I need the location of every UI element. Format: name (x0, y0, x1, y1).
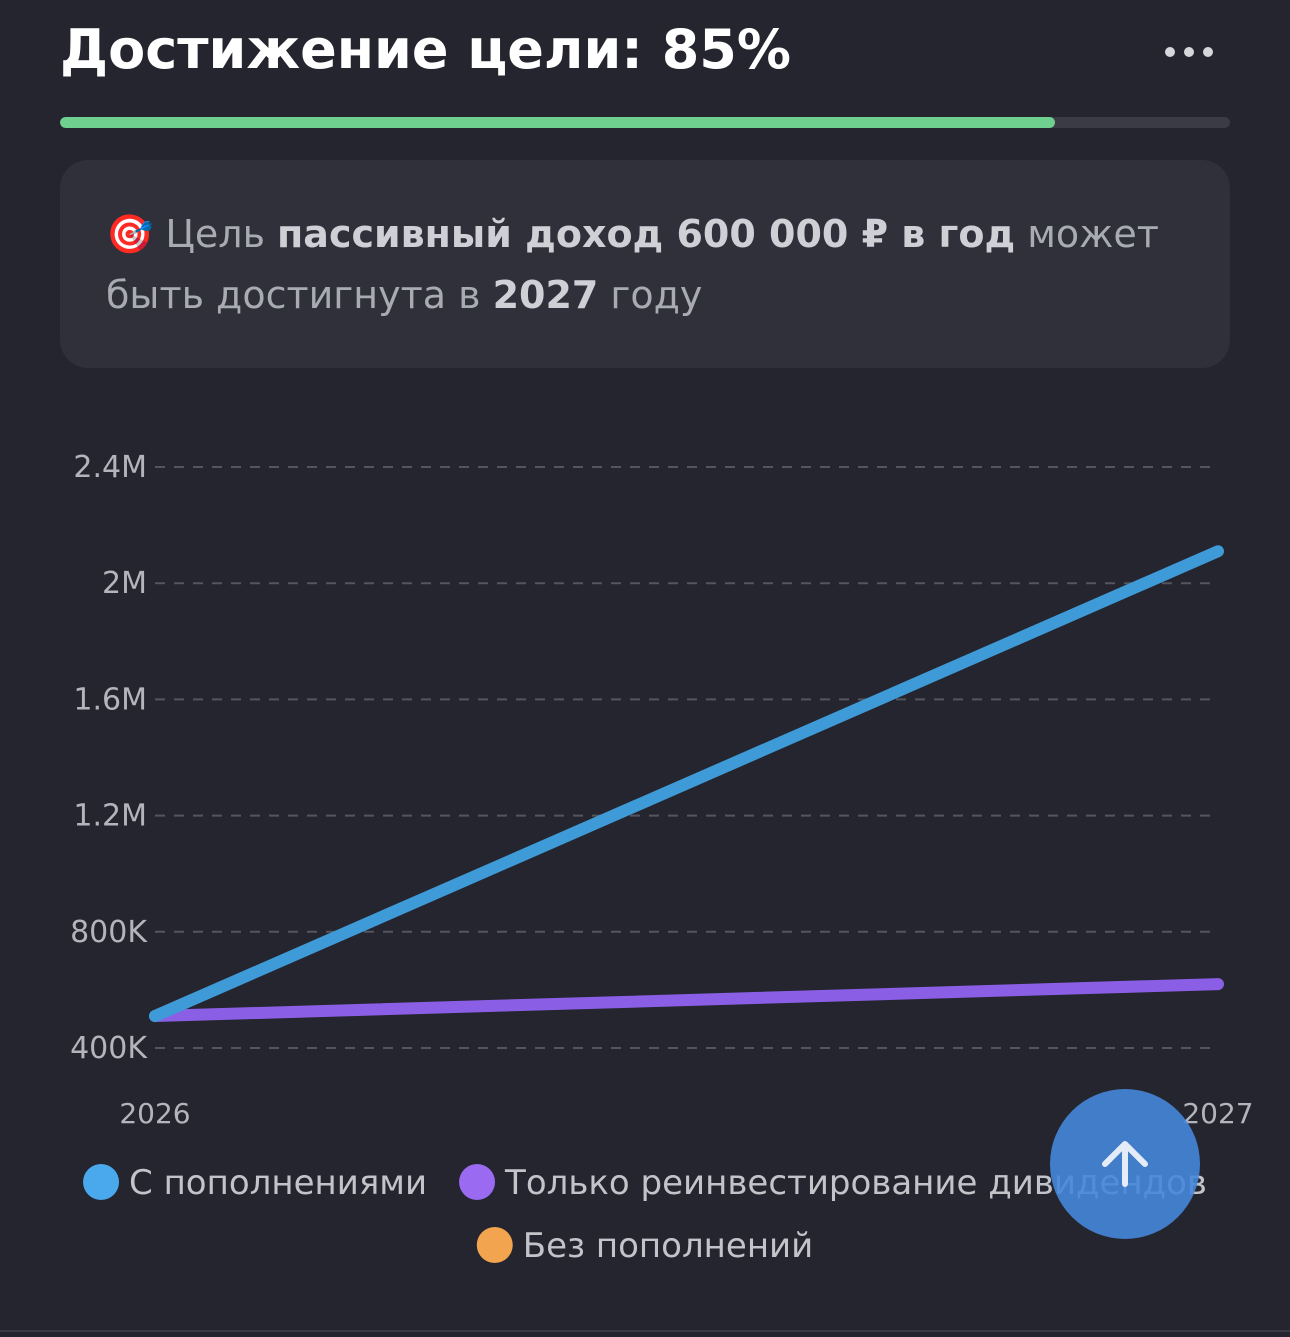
y-tick-label: 2.4M (73, 450, 147, 485)
info-text: 🎯 Цель пассивный доход 600 000 ₽ в год м… (106, 204, 1186, 326)
more-menu[interactable] (1165, 38, 1225, 66)
y-tick-label: 2M (102, 566, 147, 601)
y-tick-label: 1.2M (73, 799, 147, 834)
legend-label: С пополнениями (129, 1163, 427, 1203)
y-tick-label: 400K (70, 1031, 148, 1066)
info-card (60, 160, 1230, 368)
x-tick-label: 2027 (1182, 1097, 1253, 1130)
scroll-top-button[interactable] (1050, 1089, 1200, 1239)
arrow-icon (1102, 1141, 1148, 1187)
legend-item: Без пополнений (476, 1226, 814, 1266)
progress-track (60, 117, 1230, 128)
legend-item: С пополнениями (83, 1163, 427, 1203)
info-part: 2027 (492, 273, 599, 317)
legend-label: Без пополнений (523, 1226, 814, 1266)
y-tick-label: 800K (70, 915, 148, 950)
info-part: может быть достигнута в (106, 212, 1159, 317)
info-part: пассивный доход 600 000 ₽ в год (277, 212, 1016, 256)
legend-swatch (476, 1227, 513, 1263)
legend-swatch (83, 1164, 120, 1200)
divider (0, 1330, 1290, 1332)
series-line (149, 545, 1224, 1023)
series-line (149, 978, 1224, 1023)
x-tick-label: 2026 (119, 1097, 190, 1130)
goal-title: Достижение цели: 85% (60, 18, 791, 81)
legend-swatch (459, 1164, 496, 1200)
y-tick-label: 1.6M (73, 682, 147, 717)
info-part: году (598, 273, 703, 317)
progress-fill (60, 117, 1055, 128)
info-part: 🎯 Цель (106, 212, 278, 256)
